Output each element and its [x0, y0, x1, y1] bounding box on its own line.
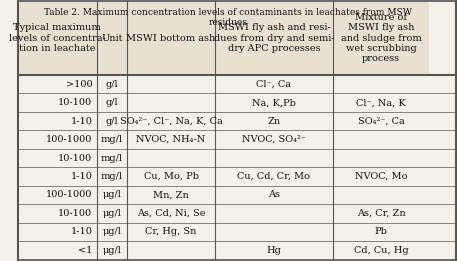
Text: NVOC, SO₄²⁻: NVOC, SO₄²⁻: [242, 135, 306, 144]
Text: Typical maximum
levels of concentra-
tion in leachate: Typical maximum levels of concentra- tio…: [9, 23, 106, 53]
Text: 1-10: 1-10: [70, 117, 92, 126]
Bar: [18, 186, 456, 204]
Bar: [18, 75, 456, 93]
Text: g/l: g/l: [106, 117, 118, 126]
Text: Cd, Cu, Hg: Cd, Cu, Hg: [354, 246, 409, 255]
Text: 100-1000: 100-1000: [46, 191, 92, 199]
Bar: [18, 93, 456, 112]
Text: mg/l: mg/l: [101, 172, 123, 181]
Text: g/l: g/l: [106, 98, 118, 107]
Text: As, Cd, Ni, Se: As, Cd, Ni, Se: [137, 209, 205, 218]
Bar: [18, 1, 97, 75]
Text: NVOC, Mo: NVOC, Mo: [355, 172, 408, 181]
Text: Cl⁻, Ca: Cl⁻, Ca: [256, 80, 292, 89]
Text: 10-100: 10-100: [58, 209, 92, 218]
Text: MSWI fly ash and resi-
dues from dry and semi-
dry APC processes: MSWI fly ash and resi- dues from dry and…: [213, 23, 334, 53]
Text: 1-10: 1-10: [70, 172, 92, 181]
Text: Na, K,Pb: Na, K,Pb: [252, 98, 296, 107]
Text: μg/l: μg/l: [102, 209, 122, 218]
Text: NVOC, NH₄-N: NVOC, NH₄-N: [137, 135, 206, 144]
Text: Cr, Hg, Sn: Cr, Hg, Sn: [145, 227, 197, 236]
Bar: [18, 149, 456, 167]
Text: Cu, Mo, Pb: Cu, Mo, Pb: [143, 172, 199, 181]
Text: As: As: [268, 191, 280, 199]
Text: <1: <1: [78, 246, 92, 255]
Text: Hg: Hg: [266, 246, 282, 255]
Text: Cu, Cd, Cr, Mo: Cu, Cd, Cr, Mo: [238, 172, 310, 181]
Text: MSWI bottom ash: MSWI bottom ash: [127, 34, 216, 43]
Bar: [18, 167, 456, 186]
Bar: [97, 1, 128, 75]
Text: g/l: g/l: [106, 80, 118, 89]
Text: Unit: Unit: [101, 34, 123, 43]
Bar: [18, 112, 456, 130]
Bar: [18, 241, 456, 260]
Text: 1-10: 1-10: [70, 227, 92, 236]
Bar: [215, 1, 333, 75]
Bar: [128, 1, 215, 75]
Text: Cl⁻, Na, K: Cl⁻, Na, K: [356, 98, 406, 107]
Text: Pb: Pb: [375, 227, 388, 236]
Text: Mn, Zn: Mn, Zn: [153, 191, 189, 199]
Text: >100: >100: [66, 80, 92, 89]
Text: Mixture of
MSWI fly ash
and sludge from
wet scrubbing
process: Mixture of MSWI fly ash and sludge from …: [341, 13, 421, 63]
Text: SO₄²⁻, Cl⁻, Na, K, Ca: SO₄²⁻, Cl⁻, Na, K, Ca: [120, 117, 223, 126]
Text: 10-100: 10-100: [58, 153, 92, 163]
Bar: [333, 1, 429, 75]
Text: As, Cr, Zn: As, Cr, Zn: [357, 209, 405, 218]
Text: μg/l: μg/l: [102, 191, 122, 199]
Text: 100-1000: 100-1000: [46, 135, 92, 144]
Text: μg/l: μg/l: [102, 246, 122, 255]
Text: mg/l: mg/l: [101, 135, 123, 144]
Bar: [18, 130, 456, 149]
Text: mg/l: mg/l: [101, 153, 123, 163]
Text: Table 2. Maximum concentration levels of contaminants in leachates from MSW
resi: Table 2. Maximum concentration levels of…: [44, 8, 413, 27]
Text: Zn: Zn: [267, 117, 281, 126]
Text: SO₄²⁻, Ca: SO₄²⁻, Ca: [358, 117, 404, 126]
Text: μg/l: μg/l: [102, 227, 122, 236]
Bar: [18, 223, 456, 241]
Bar: [18, 204, 456, 223]
Text: 10-100: 10-100: [58, 98, 92, 107]
